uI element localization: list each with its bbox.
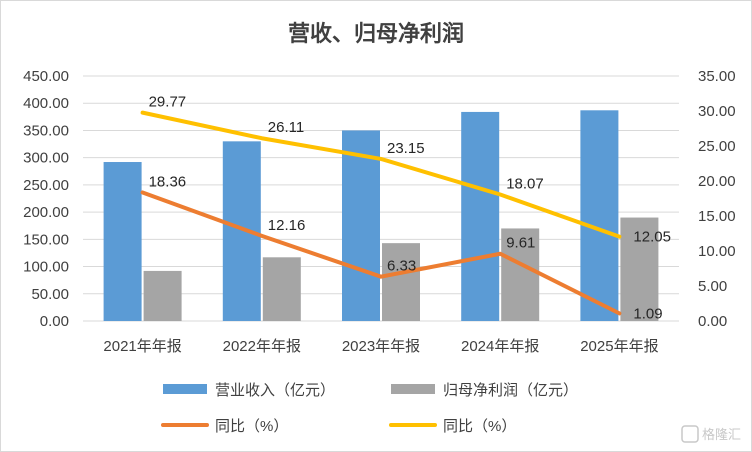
right-tick-label: 10.00 <box>698 243 736 260</box>
data-label: 29.77 <box>149 94 187 111</box>
data-label: 23.15 <box>387 140 425 157</box>
right-tick-label: 35.00 <box>698 68 736 85</box>
chart-title: 营收、归母净利润 <box>288 21 464 47</box>
series-line-orange <box>140 190 622 316</box>
bar-net-profit <box>143 270 182 321</box>
left-tick-label: 50.00 <box>31 286 69 303</box>
bar-revenue <box>103 162 142 321</box>
left-tick-label: 200.00 <box>23 204 69 221</box>
right-tick-label: 5.00 <box>698 278 727 295</box>
legend-label: 归母净利润（亿元） <box>443 382 578 399</box>
bar-revenue <box>342 130 380 321</box>
left-tick-label: 250.00 <box>23 177 69 194</box>
watermark: 格隆汇 <box>681 425 741 443</box>
bar-revenue <box>580 110 619 321</box>
lines <box>140 110 622 316</box>
left-tick-label: 100.00 <box>23 259 69 276</box>
data-label: 6.33 <box>387 258 416 275</box>
right-tick-label: 15.00 <box>698 208 736 225</box>
data-label: 9.61 <box>506 235 535 252</box>
legend-label: 同比（%） <box>443 418 516 435</box>
gridlines <box>83 75 679 322</box>
bar-net-profit <box>382 243 420 321</box>
left-axis-ticks: 0.00 50.00 100.00 150.00 200.00 250.00 300.00 3… <box>23 68 69 330</box>
bar-revenue <box>461 111 500 321</box>
bars <box>103 110 659 321</box>
left-tick-label: 300.00 <box>23 150 69 167</box>
right-tick-label: 25.00 <box>698 138 736 155</box>
data-label: 18.07 <box>506 176 544 193</box>
left-tick-label: 0.00 <box>40 313 69 330</box>
left-tick-label: 150.00 <box>23 231 69 248</box>
bar-net-profit <box>262 257 301 321</box>
watermark-text: 格隆汇 <box>702 427 741 442</box>
category-label: 2021年年报 <box>103 338 181 355</box>
data-label: 1.09 <box>633 305 662 322</box>
right-tick-label: 0.00 <box>698 313 727 330</box>
left-tick-label: 400.00 <box>23 95 69 112</box>
left-tick-label: 350.00 <box>23 122 69 139</box>
data-label: 12.05 <box>633 229 671 246</box>
category-labels: 2021年年报 2022年年报 2023年年报 2024年年报 2025年年报 <box>103 338 658 355</box>
right-tick-label: 20.00 <box>698 173 736 190</box>
watermark-logo-icon <box>681 425 699 443</box>
bar-net-profit <box>620 217 659 321</box>
right-axis-ticks: 0.00 5.00 10.00 15.00 20.00 25.00 30.00 35.00 <box>698 68 736 330</box>
legend-swatch <box>391 384 435 394</box>
series-line-yellow <box>140 110 622 239</box>
bar-net-profit <box>501 228 540 321</box>
legend-swatch <box>163 384 207 394</box>
legend-label: 同比（%） <box>215 418 288 435</box>
category-label: 2024年年报 <box>461 338 539 355</box>
left-tick-label: 450.00 <box>23 68 69 85</box>
category-label: 2025年年报 <box>580 338 658 355</box>
data-label: 12.16 <box>268 217 306 234</box>
bar-revenue <box>222 141 261 321</box>
data-labels: 18.36 12.16 6.33 9.61 1.09 29.77 26.11 23.15 18.… <box>149 94 671 323</box>
category-label: 2022年年报 <box>223 338 301 355</box>
data-label: 26.11 <box>268 119 304 136</box>
legend: 营业收入（亿元） 归母净利润（亿元） 同比（%） 同比（%） <box>161 382 578 435</box>
legend-label: 营业收入（亿元） <box>215 382 335 399</box>
data-label: 18.36 <box>149 173 187 190</box>
right-tick-label: 30.00 <box>698 103 736 120</box>
category-label: 2023年年报 <box>342 338 420 355</box>
